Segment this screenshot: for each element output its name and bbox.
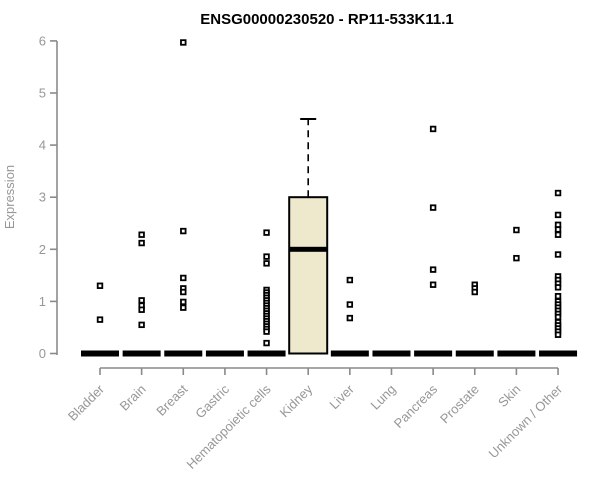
x-tick-label: Prostate	[437, 382, 482, 427]
data-point	[554, 331, 562, 338]
zero-bar	[122, 350, 161, 357]
zero-bar	[205, 350, 244, 357]
zero-bar	[81, 350, 119, 357]
box-kidney	[288, 196, 329, 355]
y-tick-label: 6	[39, 33, 46, 48]
data-point	[180, 227, 187, 235]
data-point	[263, 260, 270, 267]
data-point	[138, 321, 145, 329]
data-point	[263, 339, 270, 347]
data-point	[429, 281, 437, 288]
y-tick-label: 2	[39, 242, 46, 257]
data-point	[346, 276, 354, 284]
data-point	[429, 125, 437, 133]
data-point	[554, 313, 562, 321]
data-point	[96, 282, 104, 289]
data-point	[96, 316, 104, 323]
data-point	[346, 314, 354, 322]
x-tick-label: Gastric	[192, 381, 232, 421]
x-tick-label: Skin	[495, 382, 523, 410]
data-point	[180, 304, 187, 311]
x-tick-label: Bladder	[65, 381, 108, 424]
data-point	[180, 288, 187, 296]
y-axis-label: Expression	[2, 165, 17, 229]
chart-title: ENSG00000230520 - RP11-533K11.1	[200, 11, 454, 28]
x-tick-label: Kidney	[277, 381, 316, 420]
data-point	[263, 328, 270, 335]
data-point	[180, 298, 187, 306]
data-point	[180, 39, 187, 46]
x-tick-label: Unknown / Other	[486, 381, 566, 461]
zero-bar	[539, 350, 578, 357]
zero-bar	[497, 350, 536, 357]
x-tick-label: Breast	[153, 381, 190, 418]
data-point	[263, 229, 270, 236]
zero-bar	[247, 350, 286, 357]
y-tick-label: 3	[39, 190, 46, 205]
data-point	[554, 292, 562, 300]
data-point	[138, 297, 145, 304]
data-point	[554, 189, 562, 197]
data-point	[554, 211, 562, 219]
zero-bar	[372, 350, 411, 357]
median-line	[289, 246, 328, 252]
y-tick-label: 4	[39, 138, 46, 153]
x-tick-label: Liver	[326, 381, 357, 412]
data-point	[554, 226, 562, 233]
data-point	[513, 254, 520, 262]
data-point	[138, 239, 145, 247]
data-point	[554, 231, 562, 238]
data-point	[138, 231, 145, 238]
y-tick-label: 1	[39, 294, 46, 309]
data-point	[471, 288, 478, 296]
y-tick-label: 5	[39, 86, 46, 101]
x-tick-label: Pancreas	[391, 381, 441, 431]
x-tick-label: Brain	[117, 382, 149, 414]
data-point	[180, 274, 187, 282]
x-tick-label: Lung	[368, 382, 399, 413]
data-point	[138, 306, 145, 313]
zero-bar	[455, 350, 494, 357]
zero-bar	[330, 350, 369, 357]
data-point	[554, 284, 562, 291]
data-point	[513, 226, 520, 234]
data-point	[429, 266, 437, 273]
data-point	[429, 204, 437, 211]
zero-bar	[414, 350, 453, 357]
y-tick-label: 0	[39, 346, 46, 361]
data-point	[554, 251, 562, 258]
data-point	[346, 301, 354, 308]
zero-bar	[164, 350, 203, 357]
data-point	[263, 253, 270, 260]
